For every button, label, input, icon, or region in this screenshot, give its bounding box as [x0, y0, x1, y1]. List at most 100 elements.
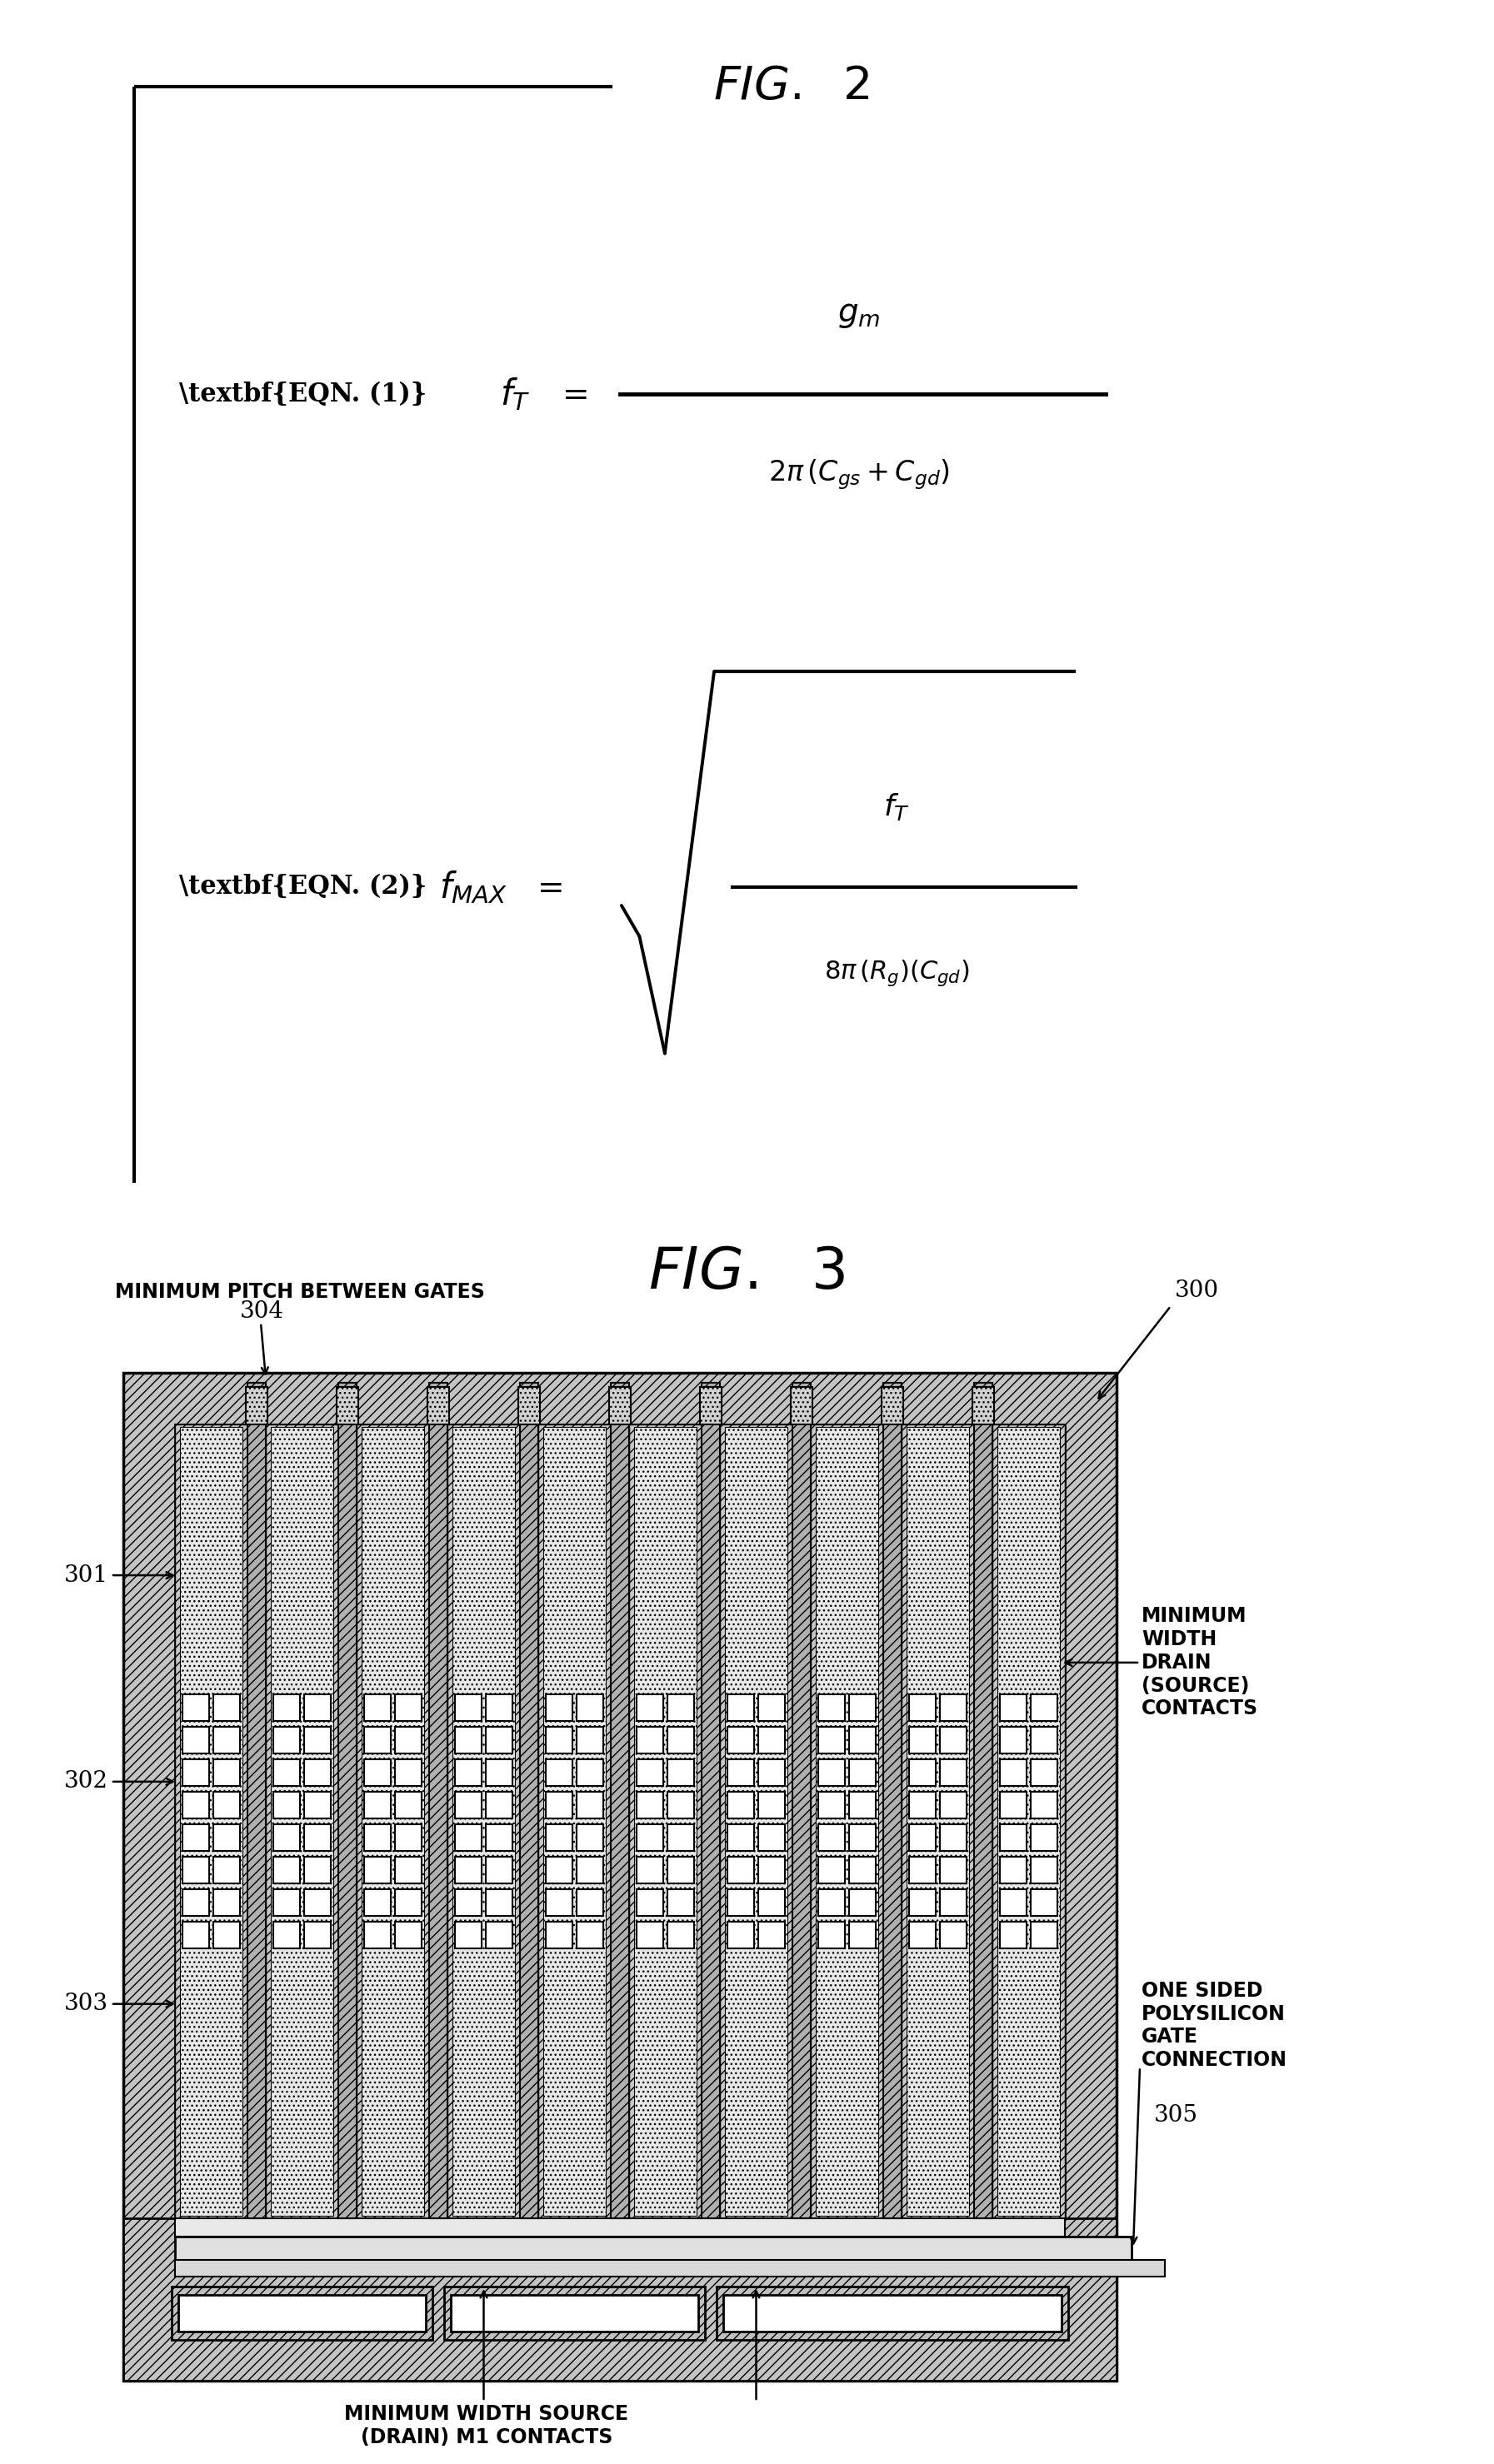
- Bar: [728, 1890, 754, 1917]
- Text: \textbf{EQN. (1)}: \textbf{EQN. (1)}: [179, 382, 427, 407]
- Bar: [940, 1759, 967, 1786]
- Bar: [545, 1858, 572, 1882]
- Bar: [908, 1922, 935, 1949]
- Bar: [456, 1791, 481, 1818]
- Bar: [668, 1791, 695, 1818]
- Bar: [357, 1424, 429, 2218]
- Bar: [974, 1382, 992, 2218]
- Bar: [577, 1823, 604, 1850]
- Bar: [444, 2287, 705, 2341]
- Bar: [759, 1759, 784, 1786]
- Bar: [365, 1823, 391, 1850]
- Bar: [182, 1727, 209, 1754]
- Text: \textbf{EQN. (2)}: \textbf{EQN. (2)}: [179, 875, 427, 899]
- Bar: [611, 1382, 629, 2218]
- Bar: [305, 1695, 330, 1720]
- Bar: [394, 1858, 421, 1882]
- Text: 300: 300: [1174, 1279, 1219, 1301]
- Bar: [182, 1922, 209, 1949]
- Bar: [759, 1727, 784, 1754]
- Bar: [1031, 1695, 1058, 1720]
- Bar: [908, 1727, 935, 1754]
- Bar: [1031, 1922, 1058, 1949]
- Bar: [394, 1922, 421, 1949]
- Text: $\mathit{g}_{\mathit{m}}$: $\mathit{g}_{\mathit{m}}$: [838, 298, 880, 330]
- Bar: [940, 1695, 967, 1720]
- Bar: [636, 1791, 663, 1818]
- Bar: [545, 1791, 572, 1818]
- Bar: [270, 1427, 333, 2215]
- Bar: [728, 1922, 754, 1949]
- Bar: [273, 1695, 300, 1720]
- Bar: [545, 1695, 572, 1720]
- Bar: [849, 1922, 875, 1949]
- Bar: [544, 1427, 605, 2215]
- Bar: [394, 1695, 421, 1720]
- Bar: [486, 1922, 512, 1949]
- Bar: [429, 1382, 447, 2218]
- Bar: [849, 1695, 875, 1720]
- Bar: [699, 1387, 722, 1424]
- Bar: [717, 2287, 1068, 2341]
- Bar: [728, 1823, 754, 1850]
- Bar: [819, 1922, 846, 1949]
- Bar: [759, 1823, 784, 1850]
- Bar: [427, 1387, 450, 1424]
- Bar: [883, 1382, 901, 2218]
- Bar: [819, 1823, 846, 1850]
- Bar: [486, 1823, 512, 1850]
- Bar: [456, 1759, 481, 1786]
- Bar: [940, 1890, 967, 1917]
- Bar: [999, 1791, 1026, 1818]
- Bar: [999, 1858, 1026, 1882]
- Bar: [636, 1890, 663, 1917]
- Bar: [908, 1823, 935, 1850]
- Bar: [273, 1858, 300, 1882]
- Bar: [124, 2218, 1116, 2380]
- Bar: [819, 1695, 846, 1720]
- Text: $\mathit{8\pi}\,(\mathit{R}_{\mathit{g}})(\mathit{C}_{\mathit{gd}})$: $\mathit{8\pi}\,(\mathit{R}_{\mathit{g}}…: [823, 958, 970, 988]
- Bar: [725, 1427, 787, 2215]
- Bar: [759, 1922, 784, 1949]
- Bar: [247, 1387, 267, 1424]
- Bar: [456, 1727, 481, 1754]
- Bar: [849, 1759, 875, 1786]
- Bar: [668, 1823, 695, 1850]
- Bar: [577, 1727, 604, 1754]
- Bar: [273, 1823, 300, 1850]
- Bar: [394, 1890, 421, 1917]
- Bar: [849, 1727, 875, 1754]
- Bar: [365, 1890, 391, 1917]
- Bar: [668, 1759, 695, 1786]
- Bar: [182, 1791, 209, 1818]
- Bar: [453, 1427, 515, 2215]
- Bar: [486, 1858, 512, 1882]
- Bar: [790, 1387, 813, 1424]
- Bar: [908, 1890, 935, 1917]
- Bar: [849, 1890, 875, 1917]
- Text: $\mathit{FIG.\ \ 2}$: $\mathit{FIG.\ \ 2}$: [714, 64, 870, 108]
- Bar: [668, 1922, 695, 1949]
- Bar: [577, 1791, 604, 1818]
- Bar: [999, 1727, 1026, 1754]
- Bar: [273, 1727, 300, 1754]
- Bar: [819, 1858, 846, 1882]
- Bar: [178, 2294, 426, 2331]
- Bar: [518, 1387, 539, 1424]
- Bar: [1031, 1890, 1058, 1917]
- Bar: [214, 1791, 241, 1818]
- Bar: [305, 1922, 330, 1949]
- Bar: [486, 1890, 512, 1917]
- Bar: [759, 1791, 784, 1818]
- Bar: [248, 1382, 266, 2218]
- Bar: [273, 1791, 300, 1818]
- Text: $\mathit{f}_{\mathit{T}}$: $\mathit{f}_{\mathit{T}}$: [500, 377, 530, 411]
- Bar: [545, 1727, 572, 1754]
- Bar: [305, 1823, 330, 1850]
- Bar: [273, 1922, 300, 1949]
- Bar: [447, 1424, 520, 2218]
- Bar: [636, 1823, 663, 1850]
- Bar: [1031, 1759, 1058, 1786]
- Bar: [365, 1858, 391, 1882]
- Bar: [999, 1922, 1026, 1949]
